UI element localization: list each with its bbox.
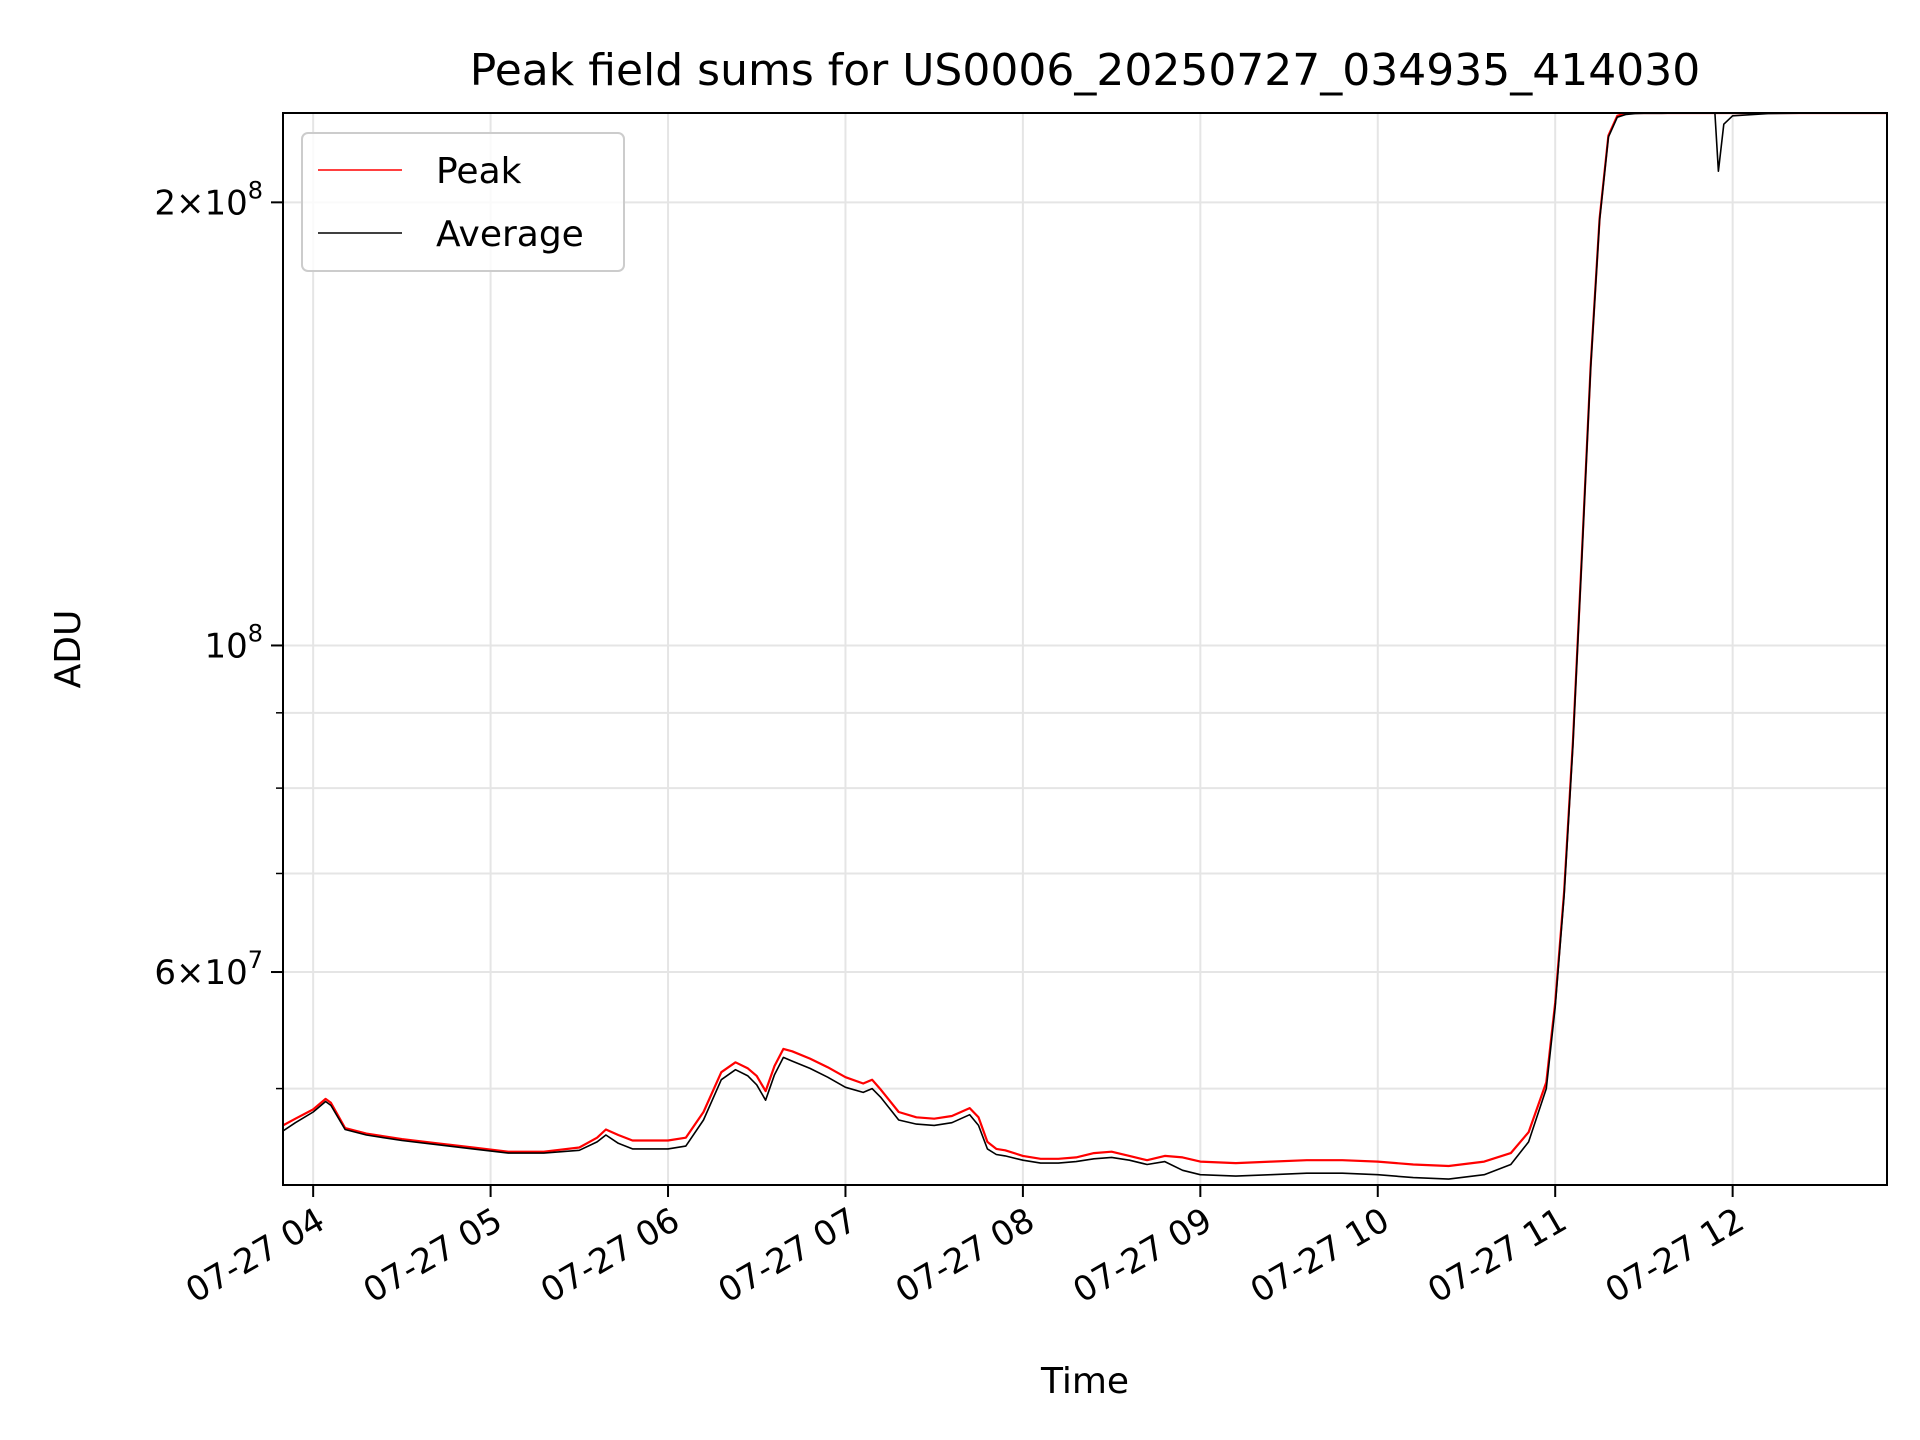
y-tick-label: 6×107 — [154, 946, 263, 993]
plot-frame — [282, 112, 1888, 1186]
x-axis-label: Time — [1040, 1361, 1129, 1402]
series-layer — [283, 113, 1887, 1180]
series-line-average — [283, 113, 1887, 1180]
legend-box — [301, 132, 625, 272]
legend: Peak Average — [301, 132, 625, 272]
legend-label-peak: Peak — [436, 151, 522, 192]
y-tick-label: 108 — [204, 619, 263, 666]
legend-label-average: Average — [436, 214, 584, 255]
y-axis-label: ADU — [48, 610, 89, 689]
grid — [283, 113, 1887, 1185]
y-tick-label: 2×108 — [154, 176, 263, 223]
chart-title: Peak field sums for US0006_20250727_0349… — [470, 45, 1700, 96]
